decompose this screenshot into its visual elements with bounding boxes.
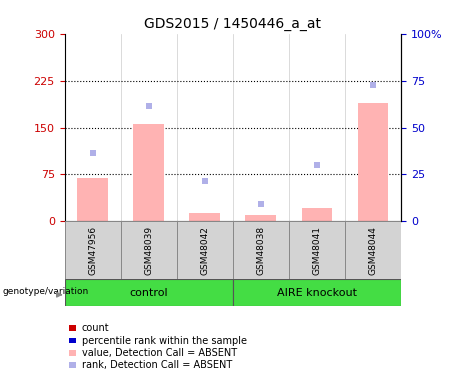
Bar: [65, 279, 233, 306]
Text: genotype/variation: genotype/variation: [2, 287, 89, 296]
Bar: [121, 221, 177, 279]
Bar: [177, 221, 233, 279]
Text: AIRE knockout: AIRE knockout: [277, 288, 357, 297]
Text: GSM48039: GSM48039: [144, 226, 153, 275]
Text: GSM48044: GSM48044: [368, 226, 378, 275]
Bar: [189, 213, 220, 221]
Title: GDS2015 / 1450446_a_at: GDS2015 / 1450446_a_at: [144, 17, 321, 32]
Text: control: control: [130, 288, 168, 297]
Text: GSM47956: GSM47956: [88, 226, 97, 275]
Text: rank, Detection Call = ABSENT: rank, Detection Call = ABSENT: [82, 360, 232, 370]
Text: count: count: [82, 323, 109, 333]
Bar: [289, 221, 345, 279]
Text: GSM48042: GSM48042: [200, 226, 209, 275]
Bar: [133, 124, 164, 221]
Bar: [65, 221, 121, 279]
Bar: [345, 221, 401, 279]
Bar: [301, 207, 332, 221]
Text: GSM48038: GSM48038: [256, 226, 266, 275]
Bar: [358, 102, 389, 221]
Bar: [77, 177, 108, 221]
Bar: [245, 215, 276, 221]
Text: value, Detection Call = ABSENT: value, Detection Call = ABSENT: [82, 348, 236, 358]
Bar: [233, 279, 401, 306]
Bar: [233, 221, 289, 279]
Text: GSM48041: GSM48041: [313, 226, 321, 275]
Text: percentile rank within the sample: percentile rank within the sample: [82, 336, 247, 345]
